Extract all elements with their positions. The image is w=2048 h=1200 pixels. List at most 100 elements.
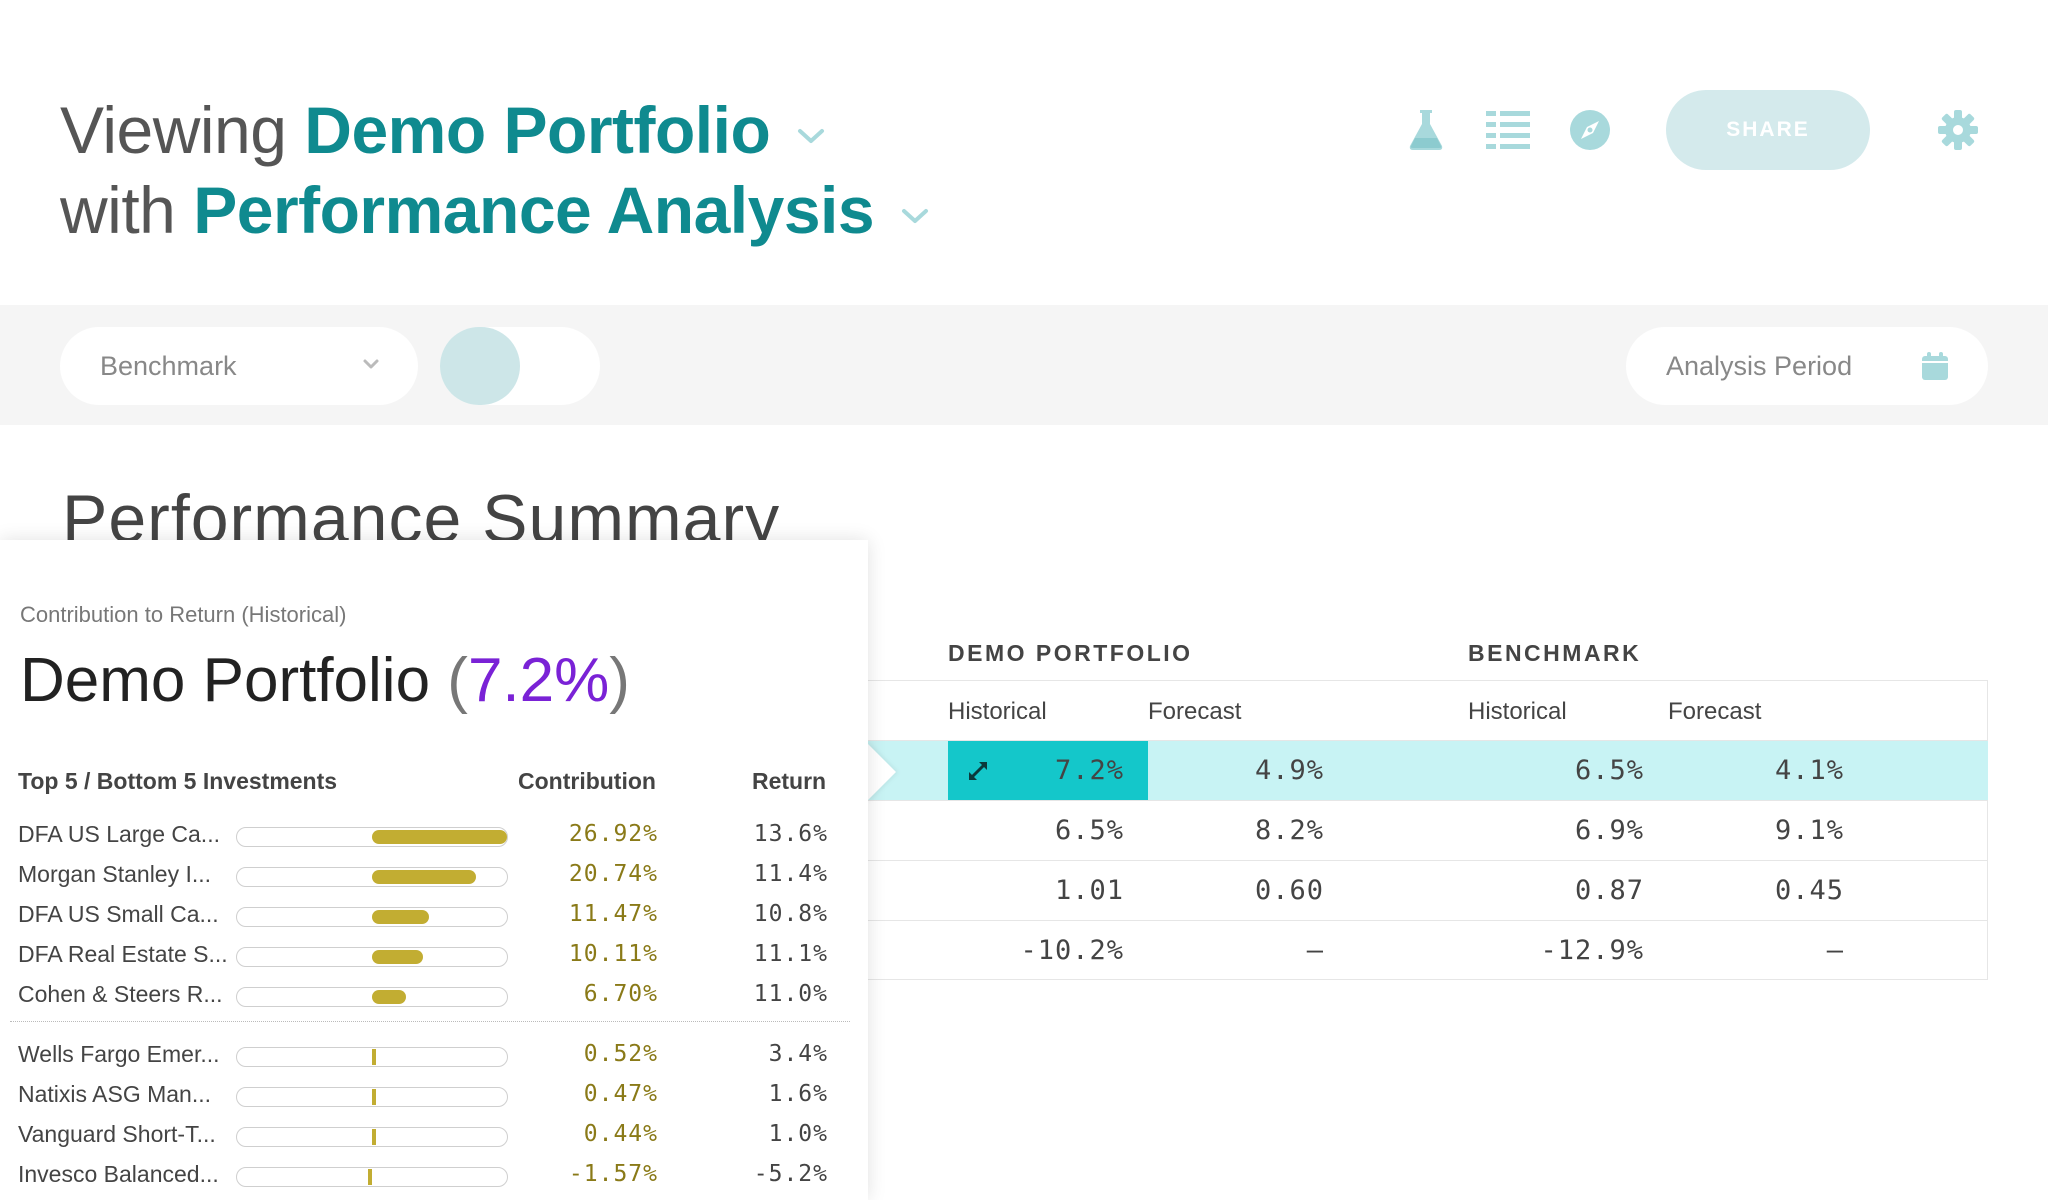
benchmark-select[interactable]: Benchmark (60, 327, 418, 405)
table-cell: 9.1% (1774, 815, 1844, 846)
contribution-bar (372, 910, 430, 924)
toggle-knob (440, 327, 520, 405)
list-item[interactable]: Natixis ASG Man... 0.47% 1.6% (0, 1075, 868, 1115)
return-value: 10.8% (753, 901, 828, 927)
table-cell: 1.01 (1054, 875, 1124, 906)
contribution-popover: Contribution to Return (Historical) Demo… (0, 540, 868, 1200)
investment-name: DFA US Large Ca... (18, 821, 220, 847)
title-line-analysis: with Performance Analysis (60, 172, 930, 248)
investment-name: DFA US Small Ca... (18, 901, 219, 927)
list-item[interactable]: Cohen & Steers R... 6.70% 11.0% (0, 975, 868, 1015)
contribution-bar-track (236, 947, 508, 967)
table-cell: 8.2% (1254, 815, 1324, 846)
list-item[interactable]: DFA US Small Ca... 11.47% 10.8% (0, 895, 868, 935)
table-cell: – (1826, 935, 1844, 966)
contribution-bar (372, 990, 406, 1004)
share-button[interactable]: SHARE (1666, 90, 1870, 170)
expand-icon[interactable] (966, 759, 990, 783)
return-value: 1.0% (768, 1121, 828, 1147)
gear-icon[interactable] (1928, 100, 1988, 160)
chevron-down-icon[interactable] (796, 125, 826, 147)
list-item[interactable]: Invesco Balanced... -1.57% -5.2% (0, 1155, 868, 1195)
contribution-bar-track (236, 1087, 508, 1107)
contribution-value: -1.57% (568, 1161, 658, 1187)
table-row[interactable]: 6.5% 8.2% 6.9% 9.1% (866, 800, 1988, 860)
benchmark-label: Benchmark (100, 350, 237, 381)
selected-cell[interactable] (948, 741, 1148, 801)
table-cell: 7.2% (1054, 755, 1124, 786)
contribution-value: 26.92% (568, 821, 658, 847)
contribution-bar (372, 870, 476, 884)
return-value: -5.2% (753, 1161, 828, 1187)
investment-name: Vanguard Short-T... (18, 1121, 216, 1147)
return-value: 1.6% (768, 1081, 828, 1107)
contribution-value: 20.74% (568, 861, 658, 887)
return-value: 13.6% (753, 821, 828, 847)
column-header: Historical (948, 698, 1047, 725)
popover-return-pct: 7.2% (467, 646, 610, 715)
paren-open: ( (447, 646, 468, 715)
flask-icon[interactable] (1396, 100, 1456, 160)
table-row[interactable]: -10.2% – -12.9% – (866, 920, 1988, 980)
table-cell: 0.60 (1254, 875, 1324, 906)
popover-title: Demo Portfolio (7.2%) (20, 645, 630, 716)
col-investments: Top 5 / Bottom 5 Investments (18, 768, 338, 794)
popover-arrow (866, 742, 896, 802)
table-body (866, 680, 1988, 980)
benchmark-toggle[interactable] (440, 327, 600, 405)
table-cell: 4.1% (1774, 755, 1844, 786)
return-value: 11.1% (753, 941, 828, 967)
contribution-value: 0.52% (583, 1041, 658, 1067)
table-row[interactable]: 7.2% 4.9% 6.5% 4.1% (866, 740, 1988, 801)
contribution-value: 11.47% (568, 901, 658, 927)
analysis-period-label: Analysis Period (1666, 350, 1853, 381)
contribution-bar-track (236, 827, 508, 847)
compass-icon[interactable] (1560, 100, 1620, 160)
contribution-tick (372, 1049, 376, 1065)
analysis-selector[interactable]: Performance Analysis (193, 173, 875, 247)
column-header: Forecast (1148, 698, 1242, 725)
table-cell: 6.5% (1574, 755, 1644, 786)
list-icon[interactable] (1478, 100, 1538, 160)
popover-portfolio-name: Demo Portfolio (20, 646, 431, 715)
table-cell: -10.2% (1020, 935, 1124, 966)
table-cell: 4.9% (1254, 755, 1324, 786)
contribution-bar (372, 830, 507, 844)
col-contribution: Contribution (518, 768, 656, 794)
list-item[interactable]: DFA US Large Ca... 26.92% 13.6% (0, 815, 868, 855)
chevron-down-icon[interactable] (900, 205, 930, 227)
list-item[interactable]: DFA Real Estate S... 10.11% 11.1% (0, 935, 868, 975)
return-value: 3.4% (768, 1041, 828, 1067)
group-header-portfolio: DEMO PORTFOLIO (948, 640, 1193, 666)
return-value: 11.0% (753, 981, 828, 1007)
page-header: Viewing Demo Portfolio with Performance … (0, 0, 2048, 305)
investment-name: Natixis ASG Man... (18, 1081, 212, 1107)
table-cell: 6.9% (1574, 815, 1644, 846)
contribution-tick (372, 1129, 376, 1145)
contribution-bar-track (236, 867, 508, 887)
contribution-value: 0.44% (583, 1121, 658, 1147)
filter-toolbar: Benchmark Analysis Period (0, 305, 2048, 425)
portfolio-selector[interactable]: Demo Portfolio (304, 93, 771, 167)
group-header-benchmark: BENCHMARK (1468, 640, 1642, 666)
investment-name: Wells Fargo Emer... (18, 1041, 220, 1067)
investment-name: Invesco Balanced... (18, 1161, 219, 1187)
table-cell: 0.87 (1574, 875, 1644, 906)
contribution-bar-track (236, 907, 508, 927)
return-value: 11.4% (753, 861, 828, 887)
contribution-bar-track (236, 1047, 508, 1067)
title-line-portfolio: Viewing Demo Portfolio (60, 92, 826, 168)
list-divider (10, 1021, 850, 1022)
list-item[interactable]: Wells Fargo Emer... 0.52% 3.4% (0, 1035, 868, 1075)
contribution-bar (372, 950, 423, 964)
analysis-period-select[interactable]: Analysis Period (1626, 327, 1988, 405)
column-header: Historical (1468, 698, 1567, 725)
list-item[interactable]: Morgan Stanley I... 20.74% 11.4% (0, 855, 868, 895)
contribution-tick (372, 1089, 376, 1105)
list-item[interactable]: Vanguard Short-T... 0.44% 1.0% (0, 1115, 868, 1155)
header-actions: SHARE (1374, 90, 1988, 170)
investment-name: DFA Real Estate S... (18, 941, 228, 967)
table-cell: 0.45 (1774, 875, 1844, 906)
table-row[interactable]: 1.01 0.60 0.87 0.45 (866, 860, 1988, 920)
table-cell: – (1306, 935, 1324, 966)
